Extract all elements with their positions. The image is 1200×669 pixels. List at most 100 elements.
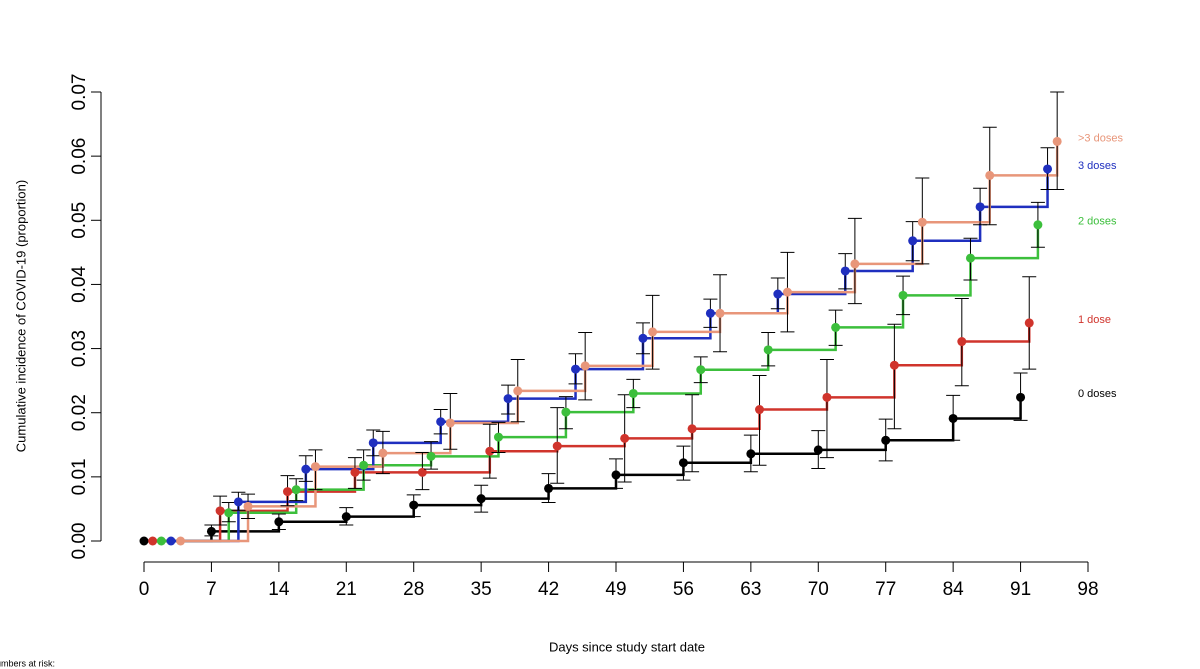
- point: [628, 388, 638, 398]
- step-line: [161, 224, 1040, 543]
- x-tick-label: 21: [336, 579, 357, 600]
- point: [773, 289, 783, 299]
- x-tick-label: 49: [605, 579, 626, 600]
- point: [908, 236, 918, 246]
- y-tick-label: 0.03: [69, 330, 90, 367]
- x-tick-label: 7: [206, 579, 217, 600]
- point: [148, 536, 158, 546]
- point: [301, 464, 311, 474]
- y-tick-label: 0.04: [69, 266, 90, 303]
- error-bar: [819, 358, 834, 459]
- point: [580, 361, 590, 371]
- series-label: 2 doses: [1078, 216, 1117, 228]
- x-axis-label: Days since study start date: [549, 639, 705, 654]
- x-tick-label: 63: [740, 579, 761, 600]
- point: [1033, 220, 1043, 230]
- x-tick-label: 56: [673, 579, 694, 600]
- point: [840, 266, 850, 276]
- point: [975, 202, 985, 212]
- point: [359, 460, 369, 470]
- point: [1052, 136, 1062, 146]
- point: [813, 445, 823, 455]
- point: [291, 485, 301, 495]
- x-tick-label: 91: [1010, 579, 1031, 600]
- point: [283, 487, 293, 497]
- error-bar: [887, 323, 902, 430]
- point: [409, 500, 419, 510]
- point: [552, 441, 562, 451]
- x-tick-label: 0: [139, 579, 150, 600]
- y-axis-label: Cumulative incidence of COVID-19 (propor…: [13, 180, 28, 452]
- point: [476, 494, 486, 504]
- y-tick-label: 0.00: [69, 523, 90, 560]
- point: [493, 432, 503, 442]
- point: [215, 506, 225, 516]
- x-tick-label: 35: [471, 579, 492, 600]
- step-line: [152, 322, 1031, 543]
- point: [948, 413, 958, 423]
- point: [341, 512, 351, 522]
- x-tick-label: 70: [808, 579, 829, 600]
- point: [224, 508, 234, 518]
- point: [378, 448, 388, 458]
- point: [310, 462, 320, 472]
- y-tick-label: 0.07: [69, 74, 90, 111]
- point: [957, 337, 967, 347]
- point: [233, 497, 243, 507]
- series-label: 0 doses: [1078, 388, 1117, 400]
- point: [156, 536, 166, 546]
- y-tick-label: 0.01: [69, 458, 90, 495]
- point: [985, 170, 995, 180]
- footnote: umbers at risk:: [0, 658, 55, 668]
- point: [715, 308, 725, 318]
- point: [350, 467, 360, 477]
- point: [1024, 318, 1034, 328]
- x-tick-label: 28: [403, 579, 424, 600]
- point: [850, 259, 860, 269]
- point: [822, 392, 832, 402]
- point: [426, 451, 436, 461]
- point: [485, 446, 495, 456]
- point: [638, 333, 648, 343]
- series-label: 3 doses: [1078, 160, 1117, 172]
- error-bar: [752, 375, 767, 466]
- point: [889, 360, 899, 370]
- point: [436, 417, 446, 427]
- point: [620, 433, 630, 443]
- point: [898, 290, 908, 300]
- point: [678, 458, 688, 468]
- point: [965, 253, 975, 263]
- x-tick-label: 84: [943, 579, 965, 600]
- point: [746, 449, 756, 459]
- point: [1016, 392, 1026, 402]
- point: [139, 536, 149, 546]
- point: [611, 470, 621, 480]
- point: [513, 386, 523, 396]
- point: [417, 467, 427, 477]
- point: [368, 438, 378, 448]
- x-tick-label: 98: [1077, 579, 1098, 600]
- point: [696, 365, 706, 375]
- y-tick-label: 0.02: [69, 394, 90, 431]
- point: [831, 322, 841, 332]
- series-label: 1 dose: [1078, 314, 1111, 326]
- step-line: [170, 168, 1049, 543]
- point: [648, 327, 658, 337]
- point: [763, 345, 773, 355]
- x-tick-label: 42: [538, 579, 559, 600]
- y-tick-label: 0.06: [69, 138, 90, 175]
- point: [755, 405, 765, 415]
- point: [166, 536, 176, 546]
- series-label: >3 doses: [1078, 132, 1123, 144]
- point: [243, 501, 253, 511]
- point: [561, 407, 571, 417]
- point: [881, 435, 891, 445]
- point: [274, 517, 284, 527]
- x-tick-label: 77: [875, 579, 896, 600]
- point: [503, 394, 513, 404]
- point: [176, 536, 186, 546]
- point: [571, 364, 581, 374]
- y-tick-label: 0.05: [69, 202, 90, 239]
- point: [705, 308, 715, 318]
